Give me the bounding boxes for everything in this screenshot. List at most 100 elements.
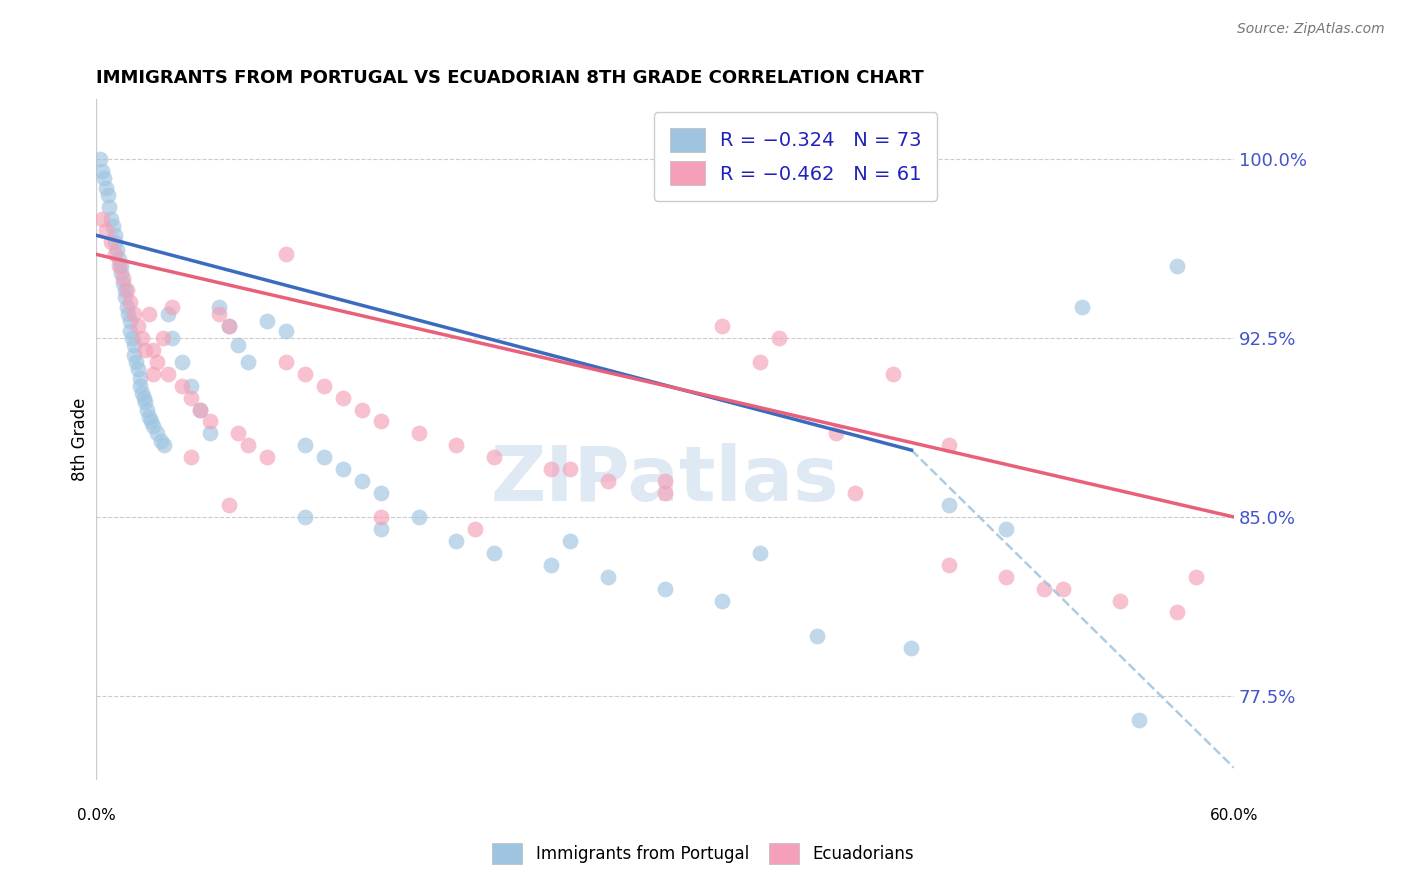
Text: IMMIGRANTS FROM PORTUGAL VS ECUADORIAN 8TH GRADE CORRELATION CHART: IMMIGRANTS FROM PORTUGAL VS ECUADORIAN 8… bbox=[96, 69, 924, 87]
Point bbox=[142, 367, 165, 381]
Point bbox=[370, 510, 392, 524]
Text: ZIPatlas: ZIPatlas bbox=[491, 443, 839, 517]
Point bbox=[117, 307, 139, 321]
Point bbox=[122, 348, 145, 362]
Text: Source: ZipAtlas.com: Source: ZipAtlas.com bbox=[1237, 22, 1385, 37]
Point bbox=[598, 569, 620, 583]
Point bbox=[115, 283, 138, 297]
Point bbox=[198, 426, 221, 441]
Point bbox=[114, 290, 136, 304]
Legend: R = −0.324   N = 73, R = −0.462   N = 61: R = −0.324 N = 73, R = −0.462 N = 61 bbox=[654, 112, 938, 201]
Point bbox=[94, 180, 117, 194]
Point bbox=[132, 391, 155, 405]
Point bbox=[882, 367, 904, 381]
Text: 0.0%: 0.0% bbox=[77, 808, 115, 823]
Point bbox=[134, 395, 156, 409]
Point bbox=[312, 378, 335, 392]
Point bbox=[127, 362, 149, 376]
Point bbox=[108, 260, 131, 274]
Point bbox=[218, 318, 240, 333]
Point bbox=[824, 426, 846, 441]
Point bbox=[654, 486, 676, 500]
Point bbox=[103, 219, 125, 233]
Point bbox=[114, 283, 136, 297]
Point bbox=[408, 510, 430, 524]
Point bbox=[149, 434, 172, 448]
Point bbox=[120, 324, 142, 338]
Point bbox=[228, 338, 250, 352]
Point bbox=[160, 331, 183, 345]
Point bbox=[294, 510, 316, 524]
Point bbox=[141, 414, 163, 428]
Point bbox=[142, 343, 165, 357]
Point bbox=[131, 385, 153, 400]
Point bbox=[1185, 569, 1208, 583]
Point bbox=[98, 200, 121, 214]
Point bbox=[370, 522, 392, 536]
Point bbox=[350, 402, 373, 417]
Point bbox=[748, 546, 770, 560]
Point bbox=[938, 498, 960, 512]
Point bbox=[844, 486, 866, 500]
Point bbox=[900, 641, 922, 656]
Point bbox=[228, 426, 250, 441]
Point bbox=[138, 409, 160, 424]
Point bbox=[464, 522, 486, 536]
Point bbox=[90, 211, 112, 226]
Point bbox=[180, 378, 202, 392]
Point bbox=[710, 318, 733, 333]
Point bbox=[190, 402, 212, 417]
Point bbox=[108, 252, 131, 267]
Point bbox=[484, 450, 506, 465]
Point bbox=[121, 331, 143, 345]
Point bbox=[540, 462, 562, 476]
Point bbox=[370, 414, 392, 428]
Point bbox=[190, 402, 212, 417]
Point bbox=[110, 260, 132, 274]
Point bbox=[122, 338, 145, 352]
Point bbox=[115, 300, 138, 314]
Point bbox=[170, 378, 193, 392]
Point bbox=[146, 355, 169, 369]
Point bbox=[157, 307, 180, 321]
Point bbox=[256, 450, 278, 465]
Point bbox=[1166, 606, 1188, 620]
Point bbox=[806, 629, 828, 643]
Point bbox=[218, 498, 240, 512]
Point bbox=[312, 450, 335, 465]
Point bbox=[332, 391, 354, 405]
Point bbox=[1166, 260, 1188, 274]
Point bbox=[938, 558, 960, 572]
Point bbox=[180, 391, 202, 405]
Point bbox=[134, 343, 156, 357]
Point bbox=[104, 228, 127, 243]
Point bbox=[125, 355, 148, 369]
Point bbox=[100, 211, 122, 226]
Point bbox=[484, 546, 506, 560]
Point bbox=[294, 367, 316, 381]
Point bbox=[104, 235, 127, 250]
Point bbox=[89, 152, 111, 166]
Point bbox=[332, 462, 354, 476]
Point bbox=[146, 426, 169, 441]
Point bbox=[100, 235, 122, 250]
Point bbox=[350, 474, 373, 488]
Point bbox=[218, 318, 240, 333]
Point bbox=[142, 419, 165, 434]
Point bbox=[111, 271, 134, 285]
Point bbox=[127, 318, 149, 333]
Point bbox=[157, 367, 180, 381]
Point bbox=[105, 243, 128, 257]
Point bbox=[1128, 713, 1150, 727]
Point bbox=[120, 314, 142, 328]
Point bbox=[654, 582, 676, 596]
Point bbox=[370, 486, 392, 500]
Point bbox=[131, 331, 153, 345]
Point bbox=[94, 223, 117, 237]
Point bbox=[274, 247, 297, 261]
Point bbox=[153, 438, 176, 452]
Point bbox=[938, 438, 960, 452]
Text: 60.0%: 60.0% bbox=[1209, 808, 1258, 823]
Point bbox=[111, 276, 134, 290]
Point bbox=[274, 355, 297, 369]
